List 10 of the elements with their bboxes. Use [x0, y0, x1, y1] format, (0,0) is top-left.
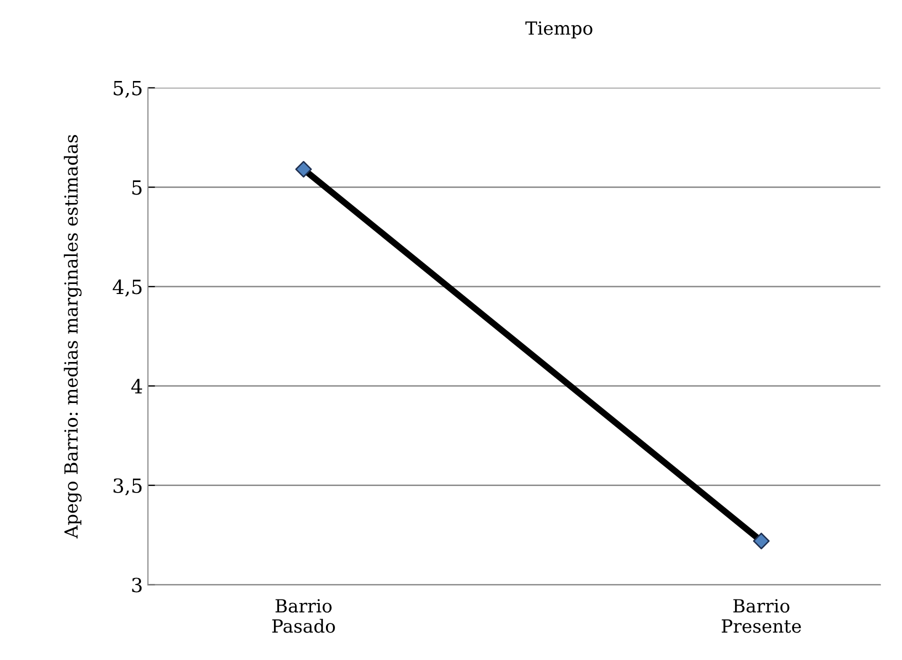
y-tick-label: 4,5	[112, 280, 142, 297]
y-tick-label: 3,5	[114, 478, 142, 496]
y-axis-title: Apego Barrio: medias marginales estimadas	[64, 135, 82, 539]
y-tick-label: 3	[132, 578, 142, 592]
x-tick-label: Barrio Pasado	[272, 599, 335, 633]
chart-title: Tiempo	[525, 21, 592, 38]
x-tick-label: Barrio Presente	[722, 599, 801, 633]
y-tick-label: 5,5	[114, 80, 142, 98]
y-tick-label: 5	[132, 180, 142, 195]
y-tick-label: 4	[131, 378, 142, 394]
